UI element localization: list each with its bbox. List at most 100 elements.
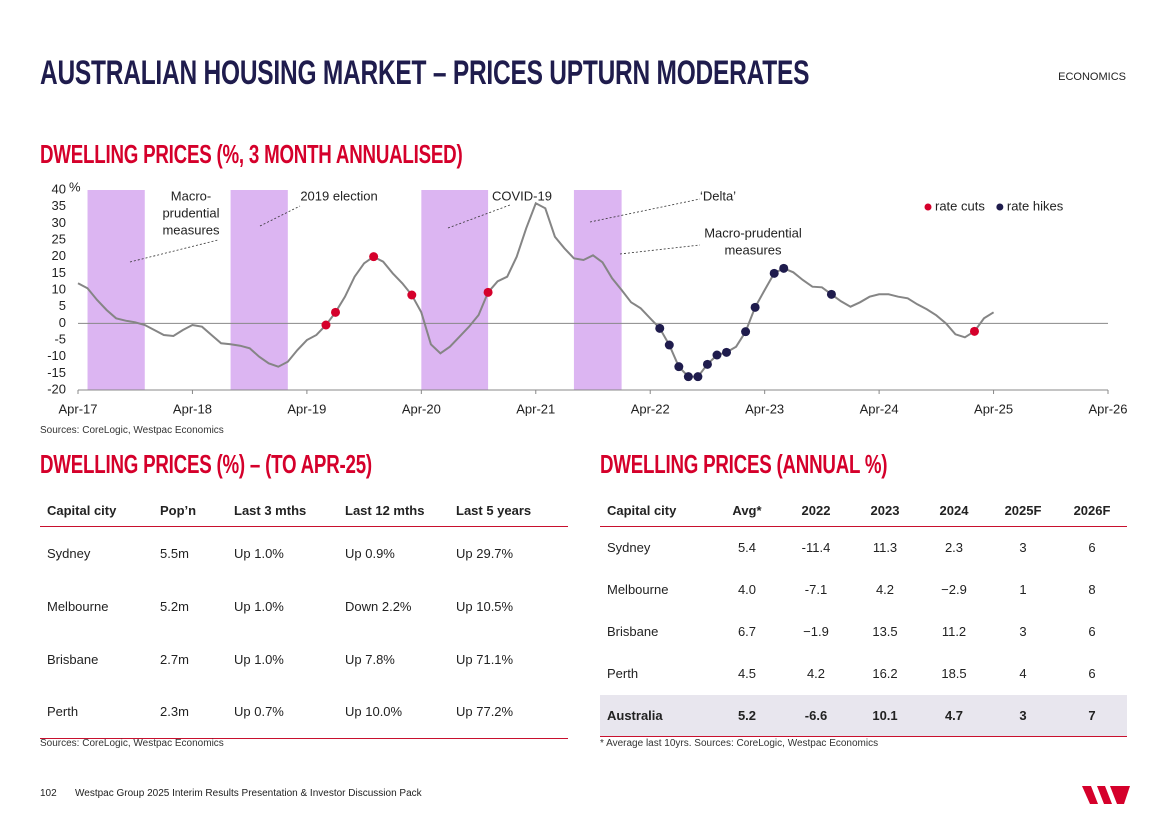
- cell: Up 10.0%: [345, 704, 403, 720]
- annotation: measures: [724, 242, 782, 257]
- dot: [483, 287, 493, 297]
- dot: [674, 362, 684, 372]
- cell: -7.1: [804, 582, 828, 597]
- table2-source: * Average last 10yrs. Sources: CoreLogic…: [600, 738, 879, 749]
- cell: −2.9: [941, 582, 967, 597]
- table1: Capital city Pop’n Last 3 mths Last 12 mths…: [40, 495, 568, 739]
- cell: 3: [1019, 540, 1027, 556]
- row: Sydney 5.5m Up 1.0% Up 0.9% Up 29.7%: [40, 527, 568, 580]
- cell: 16.2: [872, 666, 898, 681]
- y-tick-label: -20: [47, 381, 66, 396]
- cell: Brisbane: [47, 651, 99, 667]
- dot: [683, 372, 693, 382]
- y-tick-label: -15: [47, 365, 66, 380]
- cell: Up 7.8%: [345, 651, 395, 667]
- y-tick-label: -10: [47, 348, 66, 363]
- table2-heading: DWELLING PRICES (ANNUAL %): [600, 449, 999, 480]
- cell: 10.1: [872, 707, 898, 723]
- cell: Up 1.0%: [234, 651, 284, 667]
- cell: Sydney: [607, 540, 651, 556]
- y-tick-label: -5: [54, 331, 66, 346]
- cell: -6.6: [804, 707, 828, 723]
- cell: Sydney: [47, 545, 91, 561]
- title-text: AUSTRALIAN HOUSING MARKET – PRICES UPTUR…: [40, 54, 810, 92]
- x-tick-label: Apr-21: [516, 401, 555, 416]
- x-tick-label: Apr-19: [287, 401, 326, 416]
- x-tick-label: Apr-22: [631, 401, 670, 416]
- row: Brisbane 6.7 −1.9 13.5 11.2 3 6: [600, 611, 1127, 653]
- column-header: Pop’n: [160, 495, 234, 527]
- annotation-leader: [447, 204, 511, 229]
- column-header: 2026F: [1058, 495, 1127, 527]
- row: Sydney 5.4 -11.4 11.3 2.3 3 6: [600, 527, 1127, 569]
- table2: Capital city Avg* 2022 2023 2024 2025F 2026F Sy…: [600, 495, 1127, 737]
- annotation: COVID-19: [492, 188, 552, 203]
- cell: 1: [1019, 582, 1027, 597]
- chart-source: Sources: CoreLogic, Westpac Economics: [40, 425, 224, 436]
- cell: 4.5: [737, 666, 757, 681]
- column-header: Capital city: [600, 495, 713, 527]
- annotation: 2019 election: [300, 188, 377, 203]
- cell: -11.4: [801, 540, 831, 556]
- cell: Perth: [607, 666, 639, 681]
- column-header: 2022: [782, 495, 851, 527]
- cell: 2.3m: [160, 704, 189, 720]
- y-tick-label: 10: [52, 281, 66, 296]
- cell: 11.2: [941, 624, 967, 639]
- cell: 8: [1088, 582, 1096, 597]
- cell: Brisbane: [607, 624, 659, 639]
- annotation: Macro-prudential: [704, 225, 802, 240]
- highlight-band: [421, 190, 489, 390]
- x-tick-label: Apr-20: [402, 401, 441, 416]
- dot: [655, 323, 665, 333]
- dot: [331, 307, 340, 317]
- chart-heading: DWELLING PRICES (%, 3 MONTH ANNUALISED): [40, 139, 627, 170]
- cell: Up 77.2%: [456, 704, 514, 720]
- cell: 13.5: [872, 624, 898, 639]
- legend-label: rate hikes: [1007, 198, 1064, 213]
- legend-dot: [924, 203, 932, 211]
- cell: Australia: [607, 707, 663, 723]
- cell: 4.2: [875, 582, 895, 597]
- logo: [1082, 786, 1130, 804]
- row: Melbourne 5.2m Up 1.0% Down 2.2% Up 10.5%: [40, 580, 568, 633]
- dot: [321, 320, 331, 330]
- dot: [969, 326, 979, 336]
- cell: Up 71.1%: [456, 651, 514, 667]
- column-header: Last 3 mths: [234, 495, 345, 527]
- y-tick-label: 5: [59, 298, 66, 313]
- cell: −1.9: [803, 624, 829, 639]
- annotation-leader: [129, 239, 219, 263]
- row: Australia 5.2 -6.6 10.1 4.7 3 7: [600, 694, 1127, 737]
- cell: Down 2.2%: [345, 598, 412, 614]
- y-tick-label: 0: [59, 315, 66, 330]
- highlight-band: [87, 190, 145, 390]
- header-row: Capital city Avg* 2022 2023 2024 2025F 2026F: [600, 495, 1127, 527]
- dot: [702, 359, 712, 369]
- table1-heading: DWELLING PRICES (%) – (TO APR-25): [40, 449, 501, 480]
- annotation: measures: [162, 222, 220, 237]
- x-tick-label: Apr-23: [745, 401, 784, 416]
- footer-text: Westpac Group 2025 Interim Results Prese…: [75, 788, 422, 799]
- table1-title: DWELLING PRICES (%) – (TO APR-25): [40, 449, 372, 479]
- cell: Melbourne: [607, 582, 669, 597]
- line: [77, 201, 995, 378]
- cell: 11.3: [872, 540, 898, 556]
- column-header: Last 12 mths: [345, 495, 456, 527]
- y-tick-label: 40: [52, 181, 66, 196]
- y-tick-label: 15: [52, 265, 66, 280]
- cell: 7: [1088, 707, 1096, 723]
- y-tick-label: 35: [52, 198, 66, 213]
- cell: Up 10.5%: [456, 598, 514, 614]
- row: Perth 2.3m Up 0.7% Up 10.0% Up 77.2%: [40, 686, 568, 739]
- cell: 3: [1019, 624, 1027, 639]
- cell: 4.7: [944, 707, 964, 723]
- cell: Perth: [47, 704, 79, 720]
- cell: 4.2: [806, 666, 826, 681]
- dot: [407, 290, 417, 300]
- cell: 5.2: [737, 707, 757, 723]
- x-tick-label: Apr-18: [173, 401, 212, 416]
- y-tick-label: 25: [52, 231, 66, 246]
